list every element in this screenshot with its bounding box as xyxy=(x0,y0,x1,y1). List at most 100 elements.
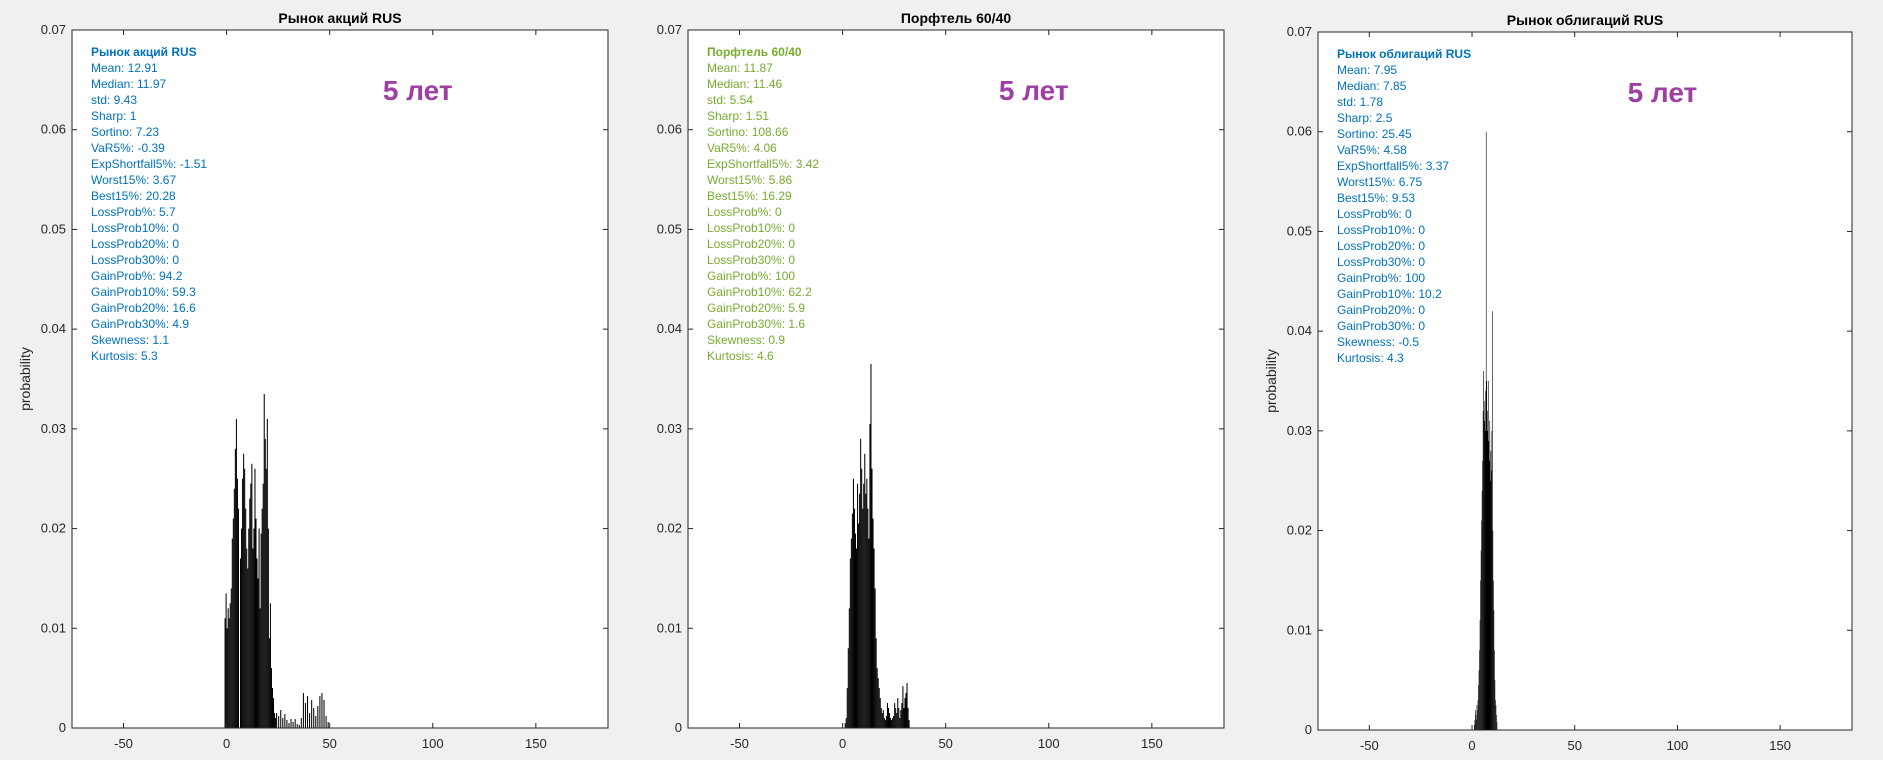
histogram-bar xyxy=(275,718,277,728)
histogram-bar xyxy=(294,719,296,728)
histogram-bar xyxy=(845,718,847,728)
histogram-bar xyxy=(1478,670,1480,730)
histogram-bar xyxy=(1474,720,1476,730)
histogram-bar xyxy=(1477,710,1478,730)
histogram-bar xyxy=(1475,715,1477,730)
histogram-bar xyxy=(851,513,853,728)
histogram-bar xyxy=(274,713,276,728)
histogram-bar xyxy=(886,703,888,728)
histogram-bar xyxy=(866,478,868,728)
histogram-bar xyxy=(859,493,861,728)
histogram-bar xyxy=(260,533,262,728)
y-tick-label: 0.03 xyxy=(657,421,682,436)
stats-line: Worst15%: 6.75 xyxy=(1337,175,1422,189)
stats-line: GainProb30%: 1.6 xyxy=(707,317,805,331)
histogram-bar xyxy=(1482,410,1484,730)
stats-line: Sortino: 7.23 xyxy=(91,125,159,139)
stats-line: std: 1.78 xyxy=(1337,95,1383,109)
histogram-bar xyxy=(858,523,860,728)
histogram-bar xyxy=(258,528,260,728)
y-tick-label: 0.02 xyxy=(657,521,682,536)
histogram-bar xyxy=(854,533,857,728)
histogram-bar xyxy=(890,718,892,728)
stats-line: LossProb20%: 0 xyxy=(1337,239,1425,253)
x-tick-label: 150 xyxy=(1141,736,1163,751)
histogram-bar xyxy=(1485,390,1486,730)
histogram-bar xyxy=(253,528,255,728)
stats-line: GainProb30%: 0 xyxy=(1337,319,1425,333)
y-tick-label: 0.04 xyxy=(657,321,682,336)
histogram-bar xyxy=(250,483,252,728)
histogram-bars xyxy=(844,364,910,728)
y-tick-label: 0.05 xyxy=(657,221,682,236)
histogram-bar xyxy=(894,703,896,728)
stats-line: Median: 7.85 xyxy=(1337,79,1407,93)
x-tick-label: -50 xyxy=(114,736,133,751)
period-label: 5 лет xyxy=(999,75,1069,106)
histogram-bar xyxy=(900,710,902,728)
histogram-bar xyxy=(247,568,249,728)
histogram-bar xyxy=(876,668,878,728)
histogram-bar xyxy=(1492,311,1493,730)
histogram-bar xyxy=(280,710,282,728)
histogram-bar xyxy=(262,483,264,728)
histogram-bar xyxy=(872,518,874,728)
plot-area xyxy=(72,30,608,728)
chart-panel-3: -50 0 50 100 150 0 0.01 0.02 0.03 0.04 0.05 0.06 0.0… xyxy=(1263,12,1853,753)
y-tick-label: 0 xyxy=(675,720,682,735)
histogram-bar xyxy=(236,478,238,728)
histogram-bar xyxy=(908,720,910,728)
histogram-bar xyxy=(225,593,227,728)
stats-line: Sharp: 1 xyxy=(91,109,137,123)
y-tick-label: 0.03 xyxy=(1287,423,1312,438)
histogram-bar xyxy=(309,713,311,728)
stats-line: GainProb10%: 59.3 xyxy=(91,285,196,299)
histogram-bar xyxy=(315,716,317,728)
histogram-bar xyxy=(896,713,898,728)
histogram-bar xyxy=(847,648,849,728)
x-tick-label: -50 xyxy=(730,736,749,751)
histogram-bar xyxy=(1492,530,1494,730)
y-tick-label: 0.02 xyxy=(41,521,66,536)
chart-panel-2: -50 0 50 100 150 0 0.01 0.02 0.03 0.04 0.05 0.06 0.0… xyxy=(657,10,1225,751)
histogram-bar xyxy=(323,700,325,728)
stats-line: Median: 11.46 xyxy=(707,77,782,91)
histogram-bar xyxy=(853,508,855,728)
histogram-bar xyxy=(862,508,864,728)
histogram-bar xyxy=(1496,715,1497,730)
x-tick-label: -50 xyxy=(1360,738,1379,753)
histogram-bar xyxy=(844,723,846,728)
x-tick-label: 100 xyxy=(1038,736,1060,751)
histogram-bar xyxy=(865,493,867,728)
histogram-bar xyxy=(232,518,234,728)
histogram-bar xyxy=(288,723,290,728)
histogram-bar xyxy=(897,698,899,728)
histogram-bar xyxy=(871,468,873,728)
histogram-bar xyxy=(1480,550,1482,730)
stats-line: LossProb20%: 0 xyxy=(707,237,795,251)
histogram-bar xyxy=(1488,460,1490,730)
stats-line: LossProb30%: 0 xyxy=(1337,255,1425,269)
histogram-bar xyxy=(240,558,242,728)
stats-line: Sortino: 108.66 xyxy=(707,125,789,139)
y-tick-label: 0.04 xyxy=(1287,323,1312,338)
histogram-bar xyxy=(1475,710,1476,730)
stats-line: Worst15%: 3.67 xyxy=(91,173,176,187)
histogram-bar xyxy=(1483,371,1484,730)
histogram-bar xyxy=(300,718,302,728)
stats-line: Skewness: 1.1 xyxy=(91,333,169,347)
histogram-bar xyxy=(255,518,257,728)
histogram-bar xyxy=(319,696,321,728)
y-tick-label: 0.01 xyxy=(41,620,66,635)
histogram-bar xyxy=(1485,131,1487,730)
x-tick-label: 100 xyxy=(1667,738,1689,753)
histogram-bar xyxy=(1495,700,1496,730)
histogram-bar xyxy=(234,448,236,728)
histogram-bar xyxy=(243,453,245,728)
histogram-bar xyxy=(848,608,850,728)
histogram-bar xyxy=(856,548,858,728)
histogram-bar xyxy=(278,716,280,728)
histogram-bar xyxy=(317,706,319,728)
stats-line: GainProb20%: 16.6 xyxy=(91,301,196,315)
histogram-bar xyxy=(313,708,315,728)
